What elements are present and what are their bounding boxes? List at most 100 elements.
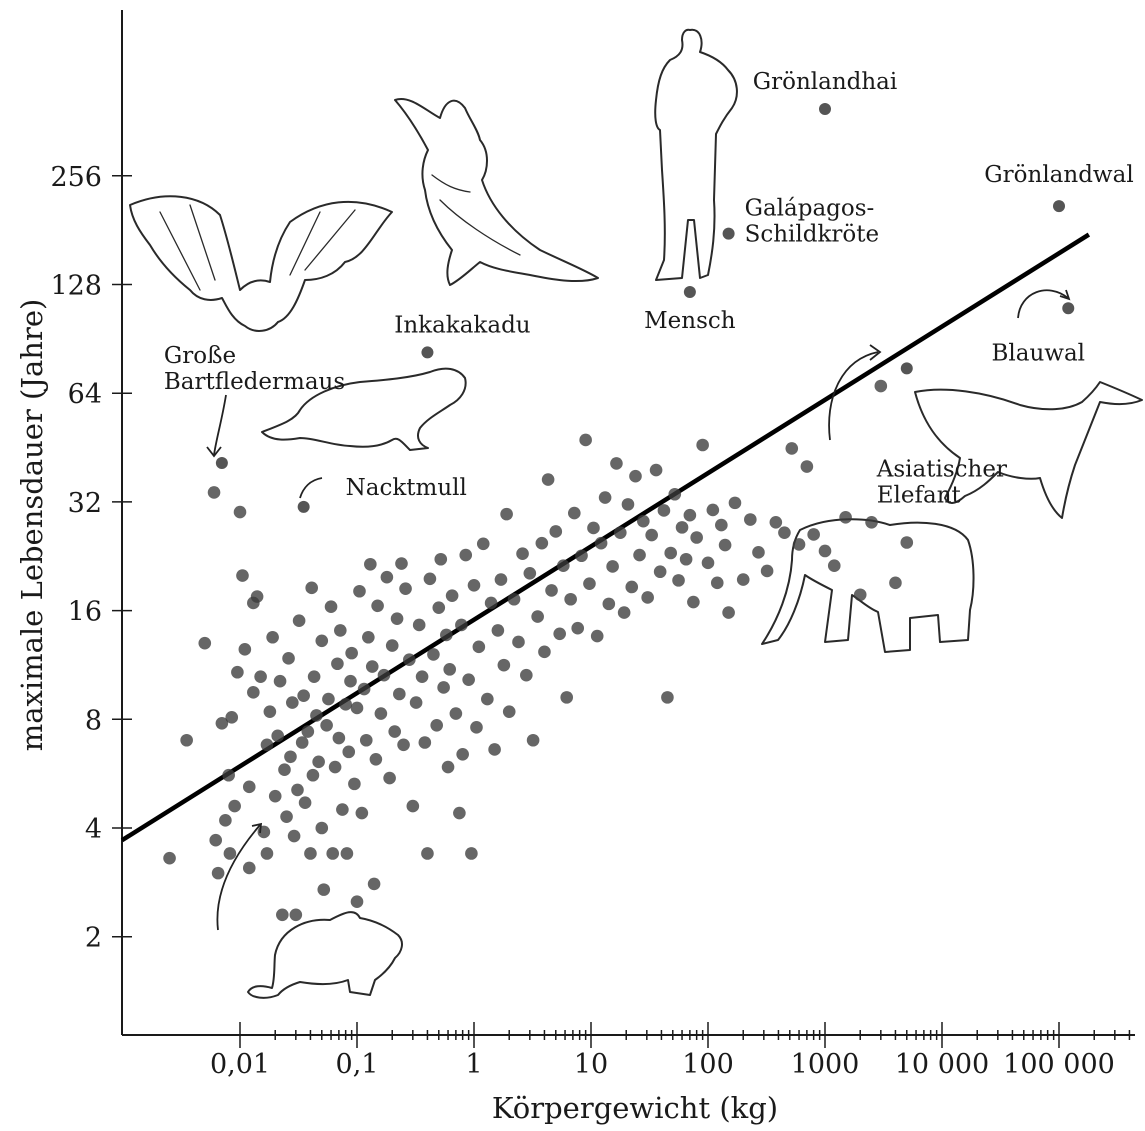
- data-point: [752, 546, 765, 559]
- labeled-point: [683, 286, 696, 299]
- species-label: Elefant: [877, 482, 962, 508]
- data-point: [606, 560, 619, 573]
- human-illustration: [654, 28, 738, 281]
- data-point: [818, 544, 832, 558]
- data-point: [683, 508, 697, 522]
- data-point: [409, 696, 423, 709]
- data-point: [348, 777, 361, 791]
- data-point: [441, 760, 455, 774]
- data-point: [222, 768, 235, 782]
- data-point: [268, 789, 282, 803]
- data-point: [350, 701, 364, 715]
- data-point: [198, 636, 212, 650]
- cockatoo-illustration: [394, 98, 599, 286]
- data-point: [390, 612, 404, 625]
- x-tick-label: 100: [682, 1049, 734, 1080]
- data-point: [602, 597, 616, 611]
- data-point: [312, 755, 325, 769]
- data-point: [526, 733, 540, 747]
- data-point: [594, 536, 608, 550]
- data-point: [491, 624, 505, 637]
- data-point: [395, 557, 408, 570]
- data-point: [500, 507, 513, 521]
- data-point: [305, 581, 318, 595]
- data-point: [266, 630, 279, 644]
- data-point: [641, 591, 654, 604]
- labeled-point: [1062, 302, 1075, 315]
- data-point: [310, 709, 323, 722]
- data-point: [520, 668, 533, 682]
- data-point: [621, 498, 635, 511]
- data-point: [388, 725, 401, 738]
- data-point: [393, 687, 406, 701]
- data-point: [481, 692, 494, 706]
- data-point: [629, 469, 642, 483]
- x-axis-title: Körpergewicht (kg): [492, 1091, 778, 1125]
- data-point: [367, 877, 381, 891]
- data-point: [418, 736, 432, 749]
- axis-ticks: 0,01 0,1 1 10 100 1000 10 000 100 000 2 4 8 16 32 64 1…: [50, 162, 1131, 1080]
- data-point: [364, 557, 377, 571]
- molerat-arrow: [299, 477, 323, 499]
- species-label: Inkakakadu: [394, 312, 530, 338]
- y-tick-label: 16: [68, 597, 102, 628]
- data-point: [317, 883, 331, 896]
- labeled-point: [819, 102, 831, 115]
- data-point: [365, 660, 379, 673]
- data-point: [215, 716, 229, 730]
- species-label: Schildkröte: [745, 222, 880, 248]
- data-point: [785, 442, 799, 455]
- data-point: [549, 525, 563, 538]
- data-point: [494, 573, 508, 586]
- data-point: [637, 514, 650, 528]
- data-point: [180, 733, 193, 747]
- data-point: [538, 645, 551, 659]
- data-point: [701, 556, 715, 570]
- data-point: [484, 596, 498, 610]
- data-point: [284, 750, 297, 764]
- data-point: [278, 763, 291, 777]
- data-point: [541, 473, 555, 486]
- data-point: [583, 577, 596, 590]
- data-point: [211, 866, 225, 880]
- data-point: [280, 810, 293, 823]
- data-point: [307, 670, 321, 683]
- y-tick-label: 2: [85, 923, 102, 954]
- data-point: [900, 536, 914, 549]
- bluewhale-arrow: [1017, 289, 1069, 319]
- data-point: [472, 640, 486, 654]
- data-point: [853, 588, 867, 602]
- data-point: [242, 780, 256, 794]
- data-point: [263, 705, 277, 718]
- species-label: Große: [164, 343, 236, 369]
- labeled-point: [722, 227, 735, 240]
- species-label: Grönlandhai: [753, 69, 898, 95]
- data-point: [324, 600, 338, 614]
- data-point: [415, 670, 429, 683]
- data-point: [359, 733, 373, 747]
- data-point: [287, 829, 301, 843]
- data-point: [437, 681, 450, 694]
- data-point: [342, 745, 356, 759]
- data-point: [403, 653, 416, 666]
- data-point: [306, 768, 320, 782]
- data-point: [427, 648, 440, 661]
- data-point: [292, 614, 306, 628]
- data-point: [696, 438, 709, 452]
- data-point: [718, 538, 732, 552]
- bat-illustration: [129, 195, 393, 332]
- data-point: [247, 686, 260, 699]
- data-point: [225, 711, 239, 724]
- data-point: [710, 576, 724, 590]
- data-point: [209, 833, 223, 847]
- data-point: [531, 610, 544, 623]
- data-point: [297, 689, 310, 702]
- data-point: [728, 496, 742, 510]
- data-point: [231, 665, 244, 679]
- data-point: [633, 548, 646, 562]
- data-point: [301, 725, 315, 738]
- data-point: [315, 821, 329, 835]
- data-point: [406, 799, 420, 813]
- data-point: [617, 606, 631, 619]
- data-point: [778, 526, 791, 539]
